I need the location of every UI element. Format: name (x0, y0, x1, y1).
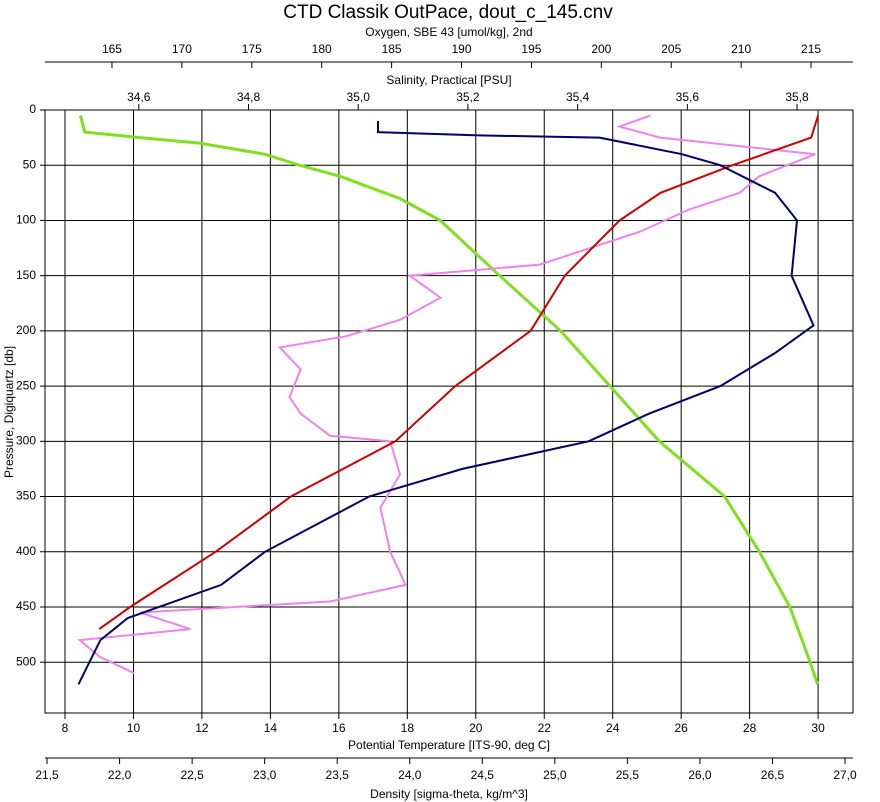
x-tick-label: 22,0 (108, 768, 132, 782)
y-axis-title: Pressure, Digiquartz [db] (2, 346, 16, 478)
x-tick-label: 180 (312, 42, 332, 56)
x-tick-label: 24 (606, 721, 620, 735)
x-tick-label: 25,0 (543, 768, 567, 782)
x-tick-label: 22,5 (180, 768, 204, 782)
x-axis-title: Oxygen, SBE 43 [umol/kg], 2nd (365, 25, 532, 39)
x-tick-label: 23,5 (326, 768, 350, 782)
x-tick-label: 175 (242, 42, 262, 56)
x-tick-label: 35,6 (676, 90, 700, 104)
x-tick-label: 10 (127, 721, 141, 735)
x-tick-label: 28 (743, 721, 757, 735)
x-tick-label: 20 (469, 721, 483, 735)
x-tick-label: 30 (811, 721, 825, 735)
x-tick-label: 22 (538, 721, 552, 735)
x-tick-label: 35,4 (566, 90, 590, 104)
y-tick-label: 50 (23, 157, 37, 171)
x-tick-label: 25,5 (616, 768, 640, 782)
x-tick-label: 26 (674, 721, 688, 735)
y-tick-label: 500 (16, 654, 36, 668)
x-axis-title: Density [sigma-theta, kg/m^3] (370, 787, 528, 801)
x-tick-label: 18 (401, 721, 415, 735)
y-tick-label: 350 (16, 489, 36, 503)
x-tick-label: 185 (382, 42, 402, 56)
profile-line (98, 115, 820, 630)
x-tick-label: 215 (801, 42, 821, 56)
x-tick-label: 35,8 (785, 90, 809, 104)
x-tick-label: 35,0 (347, 90, 371, 104)
x-tick-label: 26,5 (761, 768, 785, 782)
profile-line (78, 115, 819, 685)
x-tick-label: 14 (264, 721, 278, 735)
x-tick-label: 200 (591, 42, 611, 56)
x-tick-label: 16 (332, 721, 346, 735)
x-tick-label: 8 (62, 721, 69, 735)
y-tick-label: 300 (16, 433, 36, 447)
x-axis-title: Potential Temperature [ITS-90, deg C] (348, 738, 550, 752)
profile-line (77, 121, 815, 685)
x-tick-label: 34,6 (127, 90, 151, 104)
x-tick-label: 190 (451, 42, 471, 56)
x-axis-title: Salinity, Practical [PSU] (386, 73, 511, 87)
y-tick-label: 0 (29, 102, 36, 116)
x-tick-label: 21,5 (35, 768, 59, 782)
x-tick-label: 27,0 (833, 768, 857, 782)
y-tick-label: 450 (16, 599, 36, 613)
chart-title: CTD Classik OutPace, dout_c_145.cnv (283, 2, 613, 23)
x-tick-label: 23,0 (253, 768, 277, 782)
x-tick-label: 24,0 (398, 768, 422, 782)
x-tick-label: 165 (102, 42, 122, 56)
profile-line (77, 114, 816, 675)
x-tick-label: 205 (661, 42, 681, 56)
y-tick-label: 100 (16, 213, 36, 227)
y-tick-label: 400 (16, 544, 36, 558)
x-tick-label: 35,2 (456, 90, 480, 104)
plot-frame (44, 109, 854, 714)
x-tick-label: 12 (195, 721, 209, 735)
y-tick-label: 150 (16, 268, 36, 282)
x-tick-label: 26,0 (688, 768, 712, 782)
x-tick-label: 24,5 (471, 768, 495, 782)
y-tick-label: 250 (16, 378, 36, 392)
x-tick-label: 195 (521, 42, 541, 56)
y-tick-label: 200 (16, 323, 36, 337)
x-tick-label: 170 (172, 42, 192, 56)
x-tick-label: 210 (731, 42, 751, 56)
x-tick-label: 34,8 (237, 90, 261, 104)
